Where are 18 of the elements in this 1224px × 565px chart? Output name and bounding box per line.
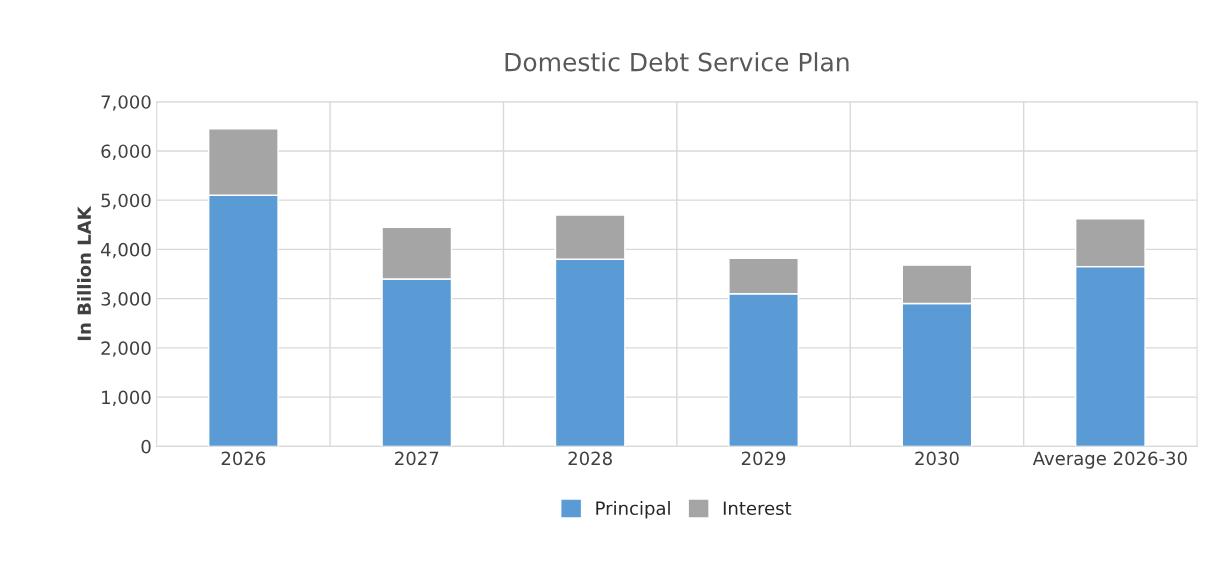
y-tick-label: 3,000 xyxy=(101,292,151,308)
x-tick-label: 2026 xyxy=(221,451,266,466)
legend-label: Principal xyxy=(596,501,670,519)
chart-title: Domestic Debt Service Plan xyxy=(505,52,849,72)
y-tick-label: 0 xyxy=(141,439,151,454)
y-tick-label: 5,000 xyxy=(101,193,151,210)
y-tick-label: 4,000 xyxy=(101,242,151,259)
y-tick-label: 1,000 xyxy=(102,390,151,407)
y-tick-label: 2,000 xyxy=(101,341,151,357)
x-tick-label: 2027 xyxy=(395,451,439,466)
x-tick-label: 2029 xyxy=(741,451,786,466)
x-tick-label: 2028 xyxy=(568,451,612,466)
y-tick-label: 6,000 xyxy=(101,144,151,160)
y-axis-title: In Billion LAK xyxy=(77,205,92,341)
legend-label: Interest xyxy=(723,501,792,516)
x-tick-label: Average 2026-30 xyxy=(1032,451,1187,469)
y-tick-label: 7,000 xyxy=(101,95,151,111)
x-tick-label: 2030 xyxy=(915,451,959,466)
